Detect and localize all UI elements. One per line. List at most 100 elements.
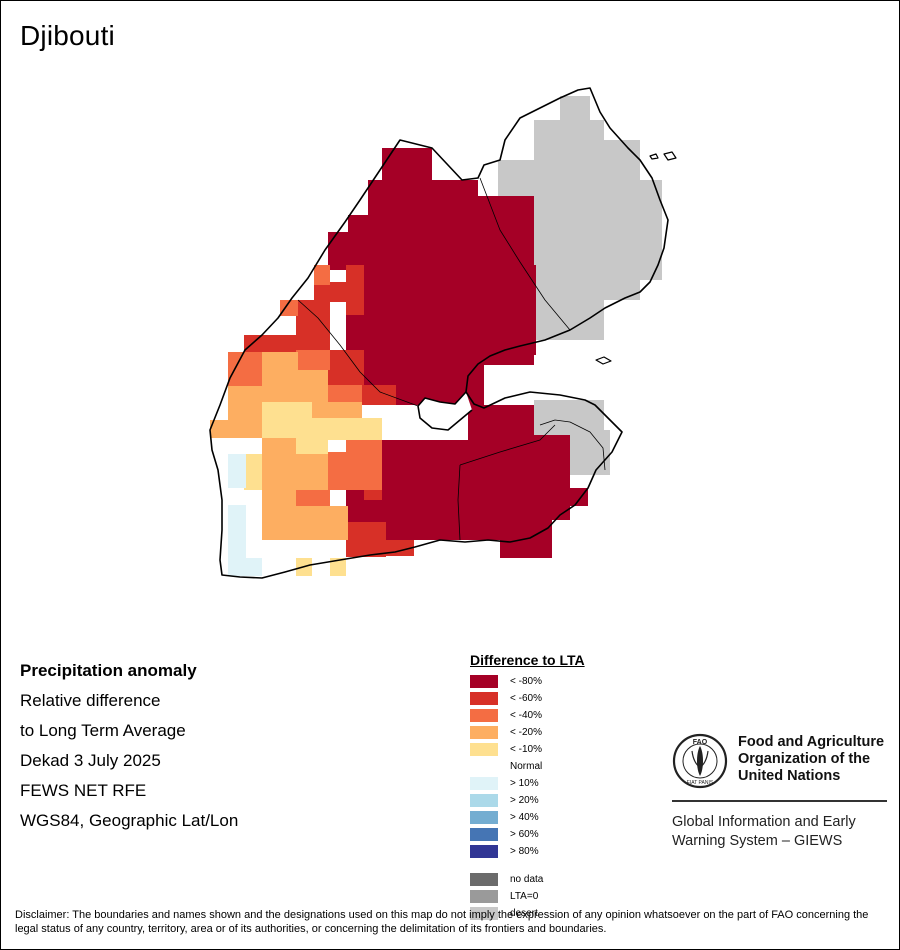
legend-item: > 10% (470, 775, 585, 792)
island (649, 153, 659, 160)
legend-swatch (470, 743, 498, 756)
grid-cell-m20 (262, 352, 298, 402)
fao-logo-letters: FAO (693, 739, 708, 746)
region-boundary (459, 424, 556, 466)
grid-cell-m40 (296, 490, 330, 508)
grid-cell-m40 (228, 352, 262, 386)
legend-swatch (470, 675, 498, 688)
grid-cell-desert (640, 180, 662, 280)
region-boundary (479, 177, 571, 331)
grid-cell-p10 (228, 505, 246, 560)
grid-cell-m10 (244, 454, 262, 490)
grid-cell-m20 (210, 420, 262, 438)
region-boundary (457, 464, 461, 541)
island (663, 151, 677, 161)
legend-label: < -40% (510, 710, 542, 721)
grid-cell-m20 (296, 370, 328, 402)
fao-logo-motto: FIAT PANIS (687, 780, 714, 786)
fao-name-line: Organization of the (738, 751, 871, 767)
grid-cell-m60 (328, 350, 364, 388)
grid-cell-desert (570, 430, 610, 475)
grid-cell-m20 (312, 402, 362, 418)
grid-cell-m20 (262, 490, 296, 510)
legend-item: no data (470, 871, 585, 888)
legend-item: > 80% (470, 843, 585, 860)
grid-cell-m40 (328, 385, 362, 405)
info-source: FEWS NET RFE (20, 781, 147, 800)
grid-cell-p10 (228, 558, 262, 576)
grid-cell-m10 (296, 436, 328, 454)
legend-extra-items: no data LTA=0 desert (470, 871, 585, 922)
grid-cell-m10 (330, 558, 346, 576)
info-title: Precipitation anomaly (20, 661, 197, 680)
grid-cell-desert (534, 120, 604, 340)
fao-name-line: United Nations (738, 768, 841, 784)
grid-cell-m80 (478, 196, 534, 346)
legend-label: < -60% (510, 693, 542, 704)
info-line: Relative difference (20, 691, 161, 710)
legend-item: < -20% (470, 724, 585, 741)
legend-swatch (470, 890, 498, 903)
legend-title: Difference to LTA (470, 652, 585, 668)
legend-swatch (470, 726, 498, 739)
grid-cell-m80 (328, 232, 348, 270)
grid-cell-desert (560, 96, 590, 126)
legend-swatch (470, 811, 498, 824)
legend-item: < -80% (470, 673, 585, 690)
anomaly-grid (210, 96, 662, 576)
grid-cell-desert (604, 140, 640, 300)
grid-cell-m60 (314, 282, 346, 302)
legend-gap (470, 860, 585, 871)
legend-label: LTA=0 (510, 891, 539, 902)
legend: Difference to LTA < -80% < -60% < -40% < -2… (470, 652, 585, 922)
grid-cell-m60 (244, 335, 314, 353)
map-title: Djibouti (20, 20, 115, 51)
legend-label: < -20% (510, 727, 542, 738)
legend-item: > 40% (470, 809, 585, 826)
grid-cell-m40 (280, 300, 298, 316)
country-outline (209, 87, 669, 579)
legend-label: > 20% (510, 795, 539, 806)
legend-item: > 20% (470, 792, 585, 809)
region-boundary (539, 419, 606, 471)
grid-cell-m60 (346, 522, 386, 557)
fao-logo: FAO FIAT PANIS (672, 733, 728, 789)
grid-cell-m80 (500, 500, 552, 558)
giews-name: Global Information and Early Warning Sys… (672, 813, 856, 851)
island (595, 356, 612, 365)
legend-label: Normal (510, 761, 543, 772)
grid-cell-m40 (328, 452, 382, 490)
legend-swatch (470, 828, 498, 841)
legend-swatch (470, 692, 498, 705)
fao-divider (672, 800, 887, 802)
legend-items: < -80% < -60% < -40% < -20% < -10% Normal > 10… (470, 673, 585, 860)
legend-item: < -10% (470, 741, 585, 758)
legend-swatch (470, 873, 498, 886)
legend-label: > 40% (510, 812, 539, 823)
map-canvas (209, 87, 677, 579)
disclaimer: Disclaimer: The boundaries and names sho… (15, 909, 869, 935)
grid-cell-m40 (346, 438, 382, 456)
legend-item: LTA=0 (470, 888, 585, 905)
legend-item: > 60% (470, 826, 585, 843)
giews-line: Warning System – GIEWS (672, 833, 843, 849)
grid-cell-desert (534, 415, 574, 435)
grid-cell-m80 (568, 488, 588, 506)
legend-label: > 60% (510, 829, 539, 840)
fao-name: Food and Agriculture Organization of the… (738, 734, 884, 785)
legend-swatch (470, 777, 498, 790)
legend-item: < -60% (470, 690, 585, 707)
legend-label: > 80% (510, 846, 539, 857)
legend-label: desert (510, 908, 538, 919)
legend-label: no data (510, 874, 544, 885)
legend-label: < -80% (510, 676, 542, 687)
legend-label: > 10% (510, 778, 539, 789)
fao-name-line: Food and Agriculture (738, 734, 885, 750)
info-projection: WGS84, Geographic Lat/Lon (20, 811, 239, 830)
grid-cell-m60 (346, 265, 364, 315)
legend-item: desert (470, 905, 585, 922)
grid-cell-m20 (262, 506, 348, 540)
legend-swatch (470, 760, 498, 773)
legend-swatch (470, 794, 498, 807)
gulf-of-tadjoura-coast (417, 391, 473, 431)
